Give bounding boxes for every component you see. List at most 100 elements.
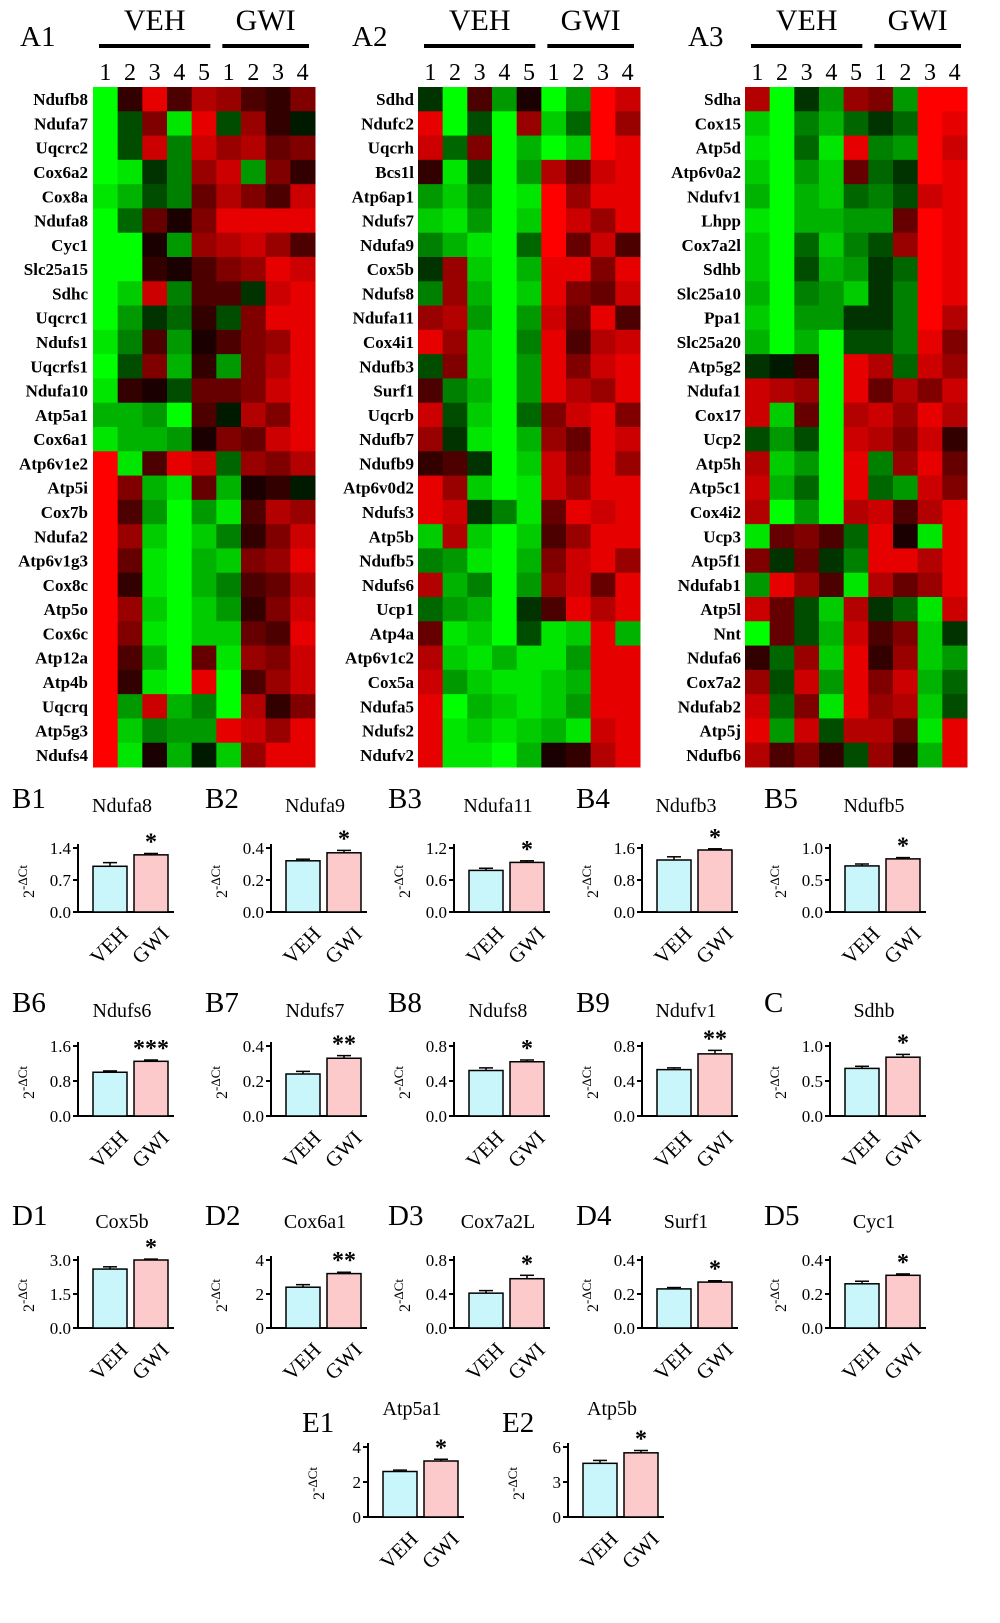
heatmap-cell (868, 572, 894, 598)
heatmap-cell (516, 669, 542, 695)
gene-label: Ndufs2 (362, 722, 414, 741)
column-number: 2 (124, 60, 136, 86)
column-number: 3 (924, 60, 936, 86)
heatmap-cell (868, 111, 894, 137)
heatmap-cell (167, 427, 193, 452)
heatmap-cell (942, 548, 968, 574)
gene-label: Ndufa11 (353, 309, 414, 328)
heatmap-cell (819, 305, 845, 331)
y-tick-label: 0.4 (243, 839, 265, 858)
heatmap-cell (93, 597, 119, 622)
heatmap-cell (769, 281, 795, 307)
heatmap-cell (843, 184, 869, 209)
gene-label: Ndufa2 (34, 527, 88, 546)
heatmap-cell (917, 257, 943, 282)
heatmap-cell (117, 742, 143, 768)
column-number: 3 (474, 60, 486, 86)
bar (582, 1462, 618, 1518)
heatmap-cell (843, 669, 869, 695)
heatmap-cell (566, 645, 592, 671)
panel-label: A3 (688, 21, 723, 53)
heatmap-cell (241, 184, 267, 209)
heatmap-cell (794, 87, 820, 112)
heatmap-cell (566, 281, 592, 307)
heatmap-cell (467, 499, 493, 525)
category-label: GWI (617, 1527, 664, 1574)
heatmap-cell (93, 329, 119, 355)
heatmap-cell (819, 645, 845, 671)
heatmap-cell (167, 159, 193, 185)
panel-label: B5 (764, 783, 798, 815)
gene-label: Atp6v1g3 (18, 552, 88, 571)
heatmap-cell (93, 354, 119, 379)
heatmap-cell (917, 232, 943, 258)
y-tick-label: 0.0 (50, 1319, 71, 1338)
heatmap-cell (241, 718, 267, 744)
heatmap-cell (492, 427, 518, 452)
heatmap-cell (745, 645, 771, 671)
heatmap-cell (868, 451, 894, 477)
heatmap-cell (843, 621, 869, 647)
heatmap-cell (917, 378, 943, 404)
heatmap-cell (442, 208, 468, 234)
heatmap-cell (241, 499, 267, 525)
heatmap-cell (241, 451, 267, 477)
gene-label: Cox6a1 (33, 430, 88, 449)
heatmap-cell (868, 669, 894, 695)
heatmap-cell (917, 87, 943, 112)
heatmap-cell (893, 354, 919, 379)
chart-title: Atp5a1 (383, 1398, 442, 1420)
heatmap-cell (442, 427, 468, 452)
heatmap-cell (868, 621, 894, 647)
gene-label: Slc25a10 (677, 284, 741, 303)
category-label: VEH (278, 1338, 325, 1385)
significance-marker: ** (332, 1248, 356, 1274)
gene-label: Sdhc (52, 284, 88, 303)
heatmap-cell (93, 548, 119, 574)
heatmap-cell (290, 184, 316, 209)
heatmap-cell (917, 669, 943, 695)
heatmap-cell (794, 159, 820, 185)
column-number: 4 (498, 60, 510, 86)
heatmap-cell (516, 378, 542, 404)
heatmap-cell (566, 742, 592, 768)
significance-marker: * (709, 1257, 721, 1283)
heatmap-cell (167, 329, 193, 355)
heatmap-cell (541, 451, 567, 477)
heatmap-cell (516, 329, 542, 355)
chart-title: Cyc1 (853, 1211, 895, 1233)
heatmap-cell (516, 208, 542, 234)
heatmap-cell (467, 159, 493, 185)
heatmap-cell (794, 305, 820, 331)
gene-label: Atp5o (44, 600, 88, 619)
heatmap-cell (418, 669, 444, 695)
y-tick-label: 0.0 (426, 1107, 447, 1126)
column-number: 3 (597, 60, 609, 86)
y-axis-label: 2-ΔCt (579, 1279, 602, 1312)
y-tick-label: 0.2 (802, 1285, 823, 1304)
heatmap-cell (191, 524, 217, 549)
heatmap-cell (566, 499, 592, 525)
heatmap-cell (917, 548, 943, 574)
heatmap-cell (566, 718, 592, 744)
heatmap-cell (843, 232, 869, 258)
category-label: VEH (461, 1338, 508, 1385)
gene-label: Sdhb (703, 260, 741, 279)
y-axis-label: 2-ΔCt (208, 1066, 231, 1099)
heatmap-cell (615, 427, 641, 452)
heatmap-cell (117, 305, 143, 331)
y-axis-label-base: 2 (397, 1091, 414, 1099)
heatmap-cell (794, 694, 820, 719)
heatmap-cell (566, 329, 592, 355)
y-axis-label-base: 2 (397, 890, 414, 898)
chart-title: Atp5b (587, 1398, 637, 1420)
y-axis-label-base: 2 (21, 890, 38, 898)
heatmap-cell (794, 281, 820, 307)
y-tick-label: 0 (553, 1508, 562, 1527)
heatmap-cell (418, 111, 444, 137)
heatmap-cell (93, 232, 119, 258)
heatmap-cell (418, 597, 444, 622)
